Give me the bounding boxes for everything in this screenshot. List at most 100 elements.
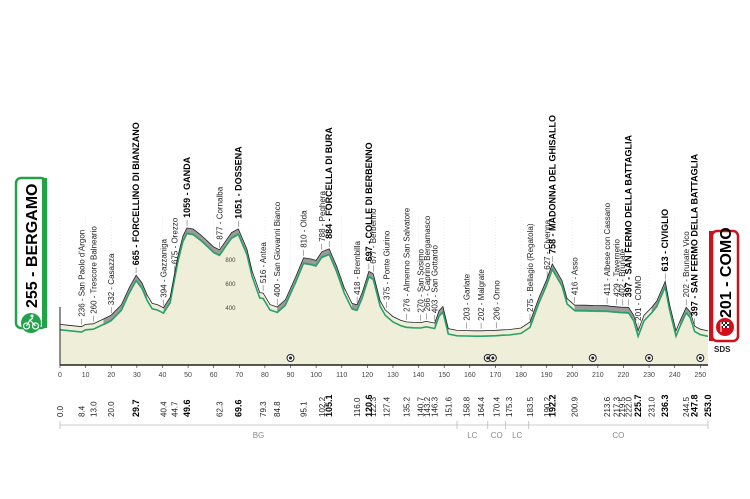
province-label: CO xyxy=(612,431,624,440)
waypoint-km-label: 222.0 xyxy=(625,396,634,417)
climb-segment xyxy=(352,271,381,312)
province-band: BG LC CO LC CO xyxy=(59,421,709,440)
waypoint-km-label: 95.1 xyxy=(300,401,309,417)
climb-segment xyxy=(163,227,253,315)
waypoint-place-label: 260 - Trescore Balneario xyxy=(89,226,98,314)
finish-badge: 201 - COMO xyxy=(709,227,740,343)
waypoint-km-label: 225.7 xyxy=(633,394,643,417)
marker-icon-dot xyxy=(486,356,490,360)
x-tick-label: 120 xyxy=(362,372,374,379)
climb-segment xyxy=(574,305,634,322)
waypoint-place-label: 266 - Caprino Bergamasco xyxy=(423,215,432,311)
sds-logo: SDS xyxy=(714,345,731,354)
waypoint-km-label: 122.3 xyxy=(369,396,378,417)
waypoint-place-label: 418 - Brembilla xyxy=(353,240,362,294)
waypoint-place-label: 697 - COLLE DI BERBENNO xyxy=(364,142,374,261)
marker-icon-dot xyxy=(591,356,595,360)
x-tick-label: 0 xyxy=(58,372,62,379)
finish-badge-label: 201 - COMO xyxy=(718,227,735,318)
waypoint-place-label: 884 - FORCELLA DI BURA xyxy=(324,127,334,239)
waypoint-km-label: 13.0 xyxy=(89,401,98,417)
waypoint-place-label: 416 - Asso xyxy=(571,257,580,295)
waypoint-place-label: 810 - Olda xyxy=(300,210,309,248)
profile-outline xyxy=(59,227,709,333)
x-tick-label: 60 xyxy=(210,372,218,379)
province-label: CO xyxy=(491,431,503,440)
y-tick-label: 400 xyxy=(225,306,236,312)
x-tick-label: 220 xyxy=(618,372,630,379)
waypoint-km-label: 62.3 xyxy=(216,401,225,417)
waypoint-place-label: 627 - Civenna xyxy=(543,219,552,269)
waypoint-place-label: 397 - SAN FERMO DELLA BATTAGLIA xyxy=(624,135,634,298)
waypoint-km-label: 120.6 xyxy=(364,394,374,417)
waypoint-place-label: 788 - Peghera xyxy=(318,191,327,242)
waypoint-place-label: 202 - Malgrate xyxy=(477,269,486,321)
climb-segment xyxy=(679,307,691,328)
waypoint-place-label: 403 - San Gottardo xyxy=(431,244,440,313)
x-tick-label: 250 xyxy=(694,372,706,379)
province-label: BG xyxy=(253,431,265,440)
cyclist-icon xyxy=(21,313,41,333)
waypoint-place-label: 758 - MADONNA DEL GHISALLO xyxy=(547,115,557,254)
waypoint-km-label: 44.7 xyxy=(170,401,179,417)
waypoint-km-label: 105.1 xyxy=(324,394,334,417)
waypoint-km-label: 29.7 xyxy=(131,399,141,417)
waypoint-km-label: 143.2 xyxy=(423,396,432,417)
start-badge: 255 - BERGAMO xyxy=(14,176,48,333)
climb-segment xyxy=(530,264,568,329)
x-tick-label: 210 xyxy=(592,372,604,379)
waypoint-km-label: 40.4 xyxy=(159,401,168,417)
x-tick-label: 10 xyxy=(82,372,90,379)
x-tick-label: 50 xyxy=(184,372,192,379)
marker-icon-dot xyxy=(289,356,293,360)
x-axis: 0 10 20 30 40 50 60 70 80 90 100 110 120 130 140 150 160… xyxy=(58,307,708,379)
x-tick-label: 190 xyxy=(541,372,553,379)
waypoint-km-label: 183.5 xyxy=(526,396,535,417)
x-tick-label: 20 xyxy=(107,372,115,379)
waypoint-place-label: 1059 - GANDA xyxy=(182,156,192,218)
waypoint-km-label: 127.4 xyxy=(382,396,391,417)
waypoint-km-label: 84.8 xyxy=(273,401,282,417)
waypoint-place-label: 429 - Tavernerio xyxy=(613,239,622,297)
waypoint-place-label: 1051 - DOSSENA xyxy=(233,146,243,219)
y-axis-ticks: 400 600 800 xyxy=(225,258,236,312)
markers xyxy=(286,354,705,362)
x-tick-label: 80 xyxy=(261,372,269,379)
waypoint-km-label: 116.0 xyxy=(353,397,362,417)
x-tick-label: 200 xyxy=(566,372,578,379)
finish-badge-bar xyxy=(709,231,713,341)
waypoint-km-label: 20.0 xyxy=(107,401,116,417)
x-tick-label: 140 xyxy=(413,372,425,379)
waypoint-km-label: 69.6 xyxy=(233,399,243,417)
waypoint-km-label: 0.0 xyxy=(56,405,65,417)
waypoint-km-label: 247.8 xyxy=(690,394,700,417)
province-label: LC xyxy=(467,431,477,440)
waypoint-km-label: 192.2 xyxy=(547,394,557,417)
waypoint-place-label: 236 - San Paolo d'Argon xyxy=(78,230,87,317)
waypoint-km-label: 244.5 xyxy=(682,396,691,417)
x-tick-label: 240 xyxy=(669,372,681,379)
waypoint-place-label: 201 - COMO xyxy=(634,276,643,321)
waypoint-place-label: 400 - San Giovanni Bianco xyxy=(273,201,282,297)
waypoint-place-label: 276 - Almenno San Salvatore xyxy=(402,207,411,312)
waypoint-place-label: 516 - Antea xyxy=(259,242,268,283)
waypoint-km-label: 135.2 xyxy=(402,396,411,417)
waypoint-km-label: 200.9 xyxy=(571,396,580,417)
waypoint-km-label: 219.5 xyxy=(618,396,627,417)
marker-icon-dot xyxy=(698,356,702,360)
waypoint-place-label: 397 - SAN FERMO DELLA BATTAGLIA xyxy=(690,153,700,316)
waypoint-place-label: 677 - Berbenno xyxy=(369,208,378,264)
y-tick-label: 800 xyxy=(225,258,236,264)
y-tick-label: 600 xyxy=(225,282,236,288)
waypoint-place-label: 332 - Casazza xyxy=(107,253,116,305)
waypoint-km-label: 236.3 xyxy=(660,394,670,417)
waypoint-km-label: 158.8 xyxy=(463,396,472,417)
x-tick-label: 180 xyxy=(515,372,527,379)
waypoint-place-label: 675 - Orezzo xyxy=(170,217,179,264)
x-tick-label: 70 xyxy=(235,372,243,379)
waypoint-place-label: 402 - Brunate xyxy=(618,248,627,297)
waypoint-km-label: 102.2 xyxy=(318,396,327,417)
waypoint-km-label: 146.3 xyxy=(431,396,440,417)
waypoint-place-label: 203 - Garlate xyxy=(463,273,472,320)
